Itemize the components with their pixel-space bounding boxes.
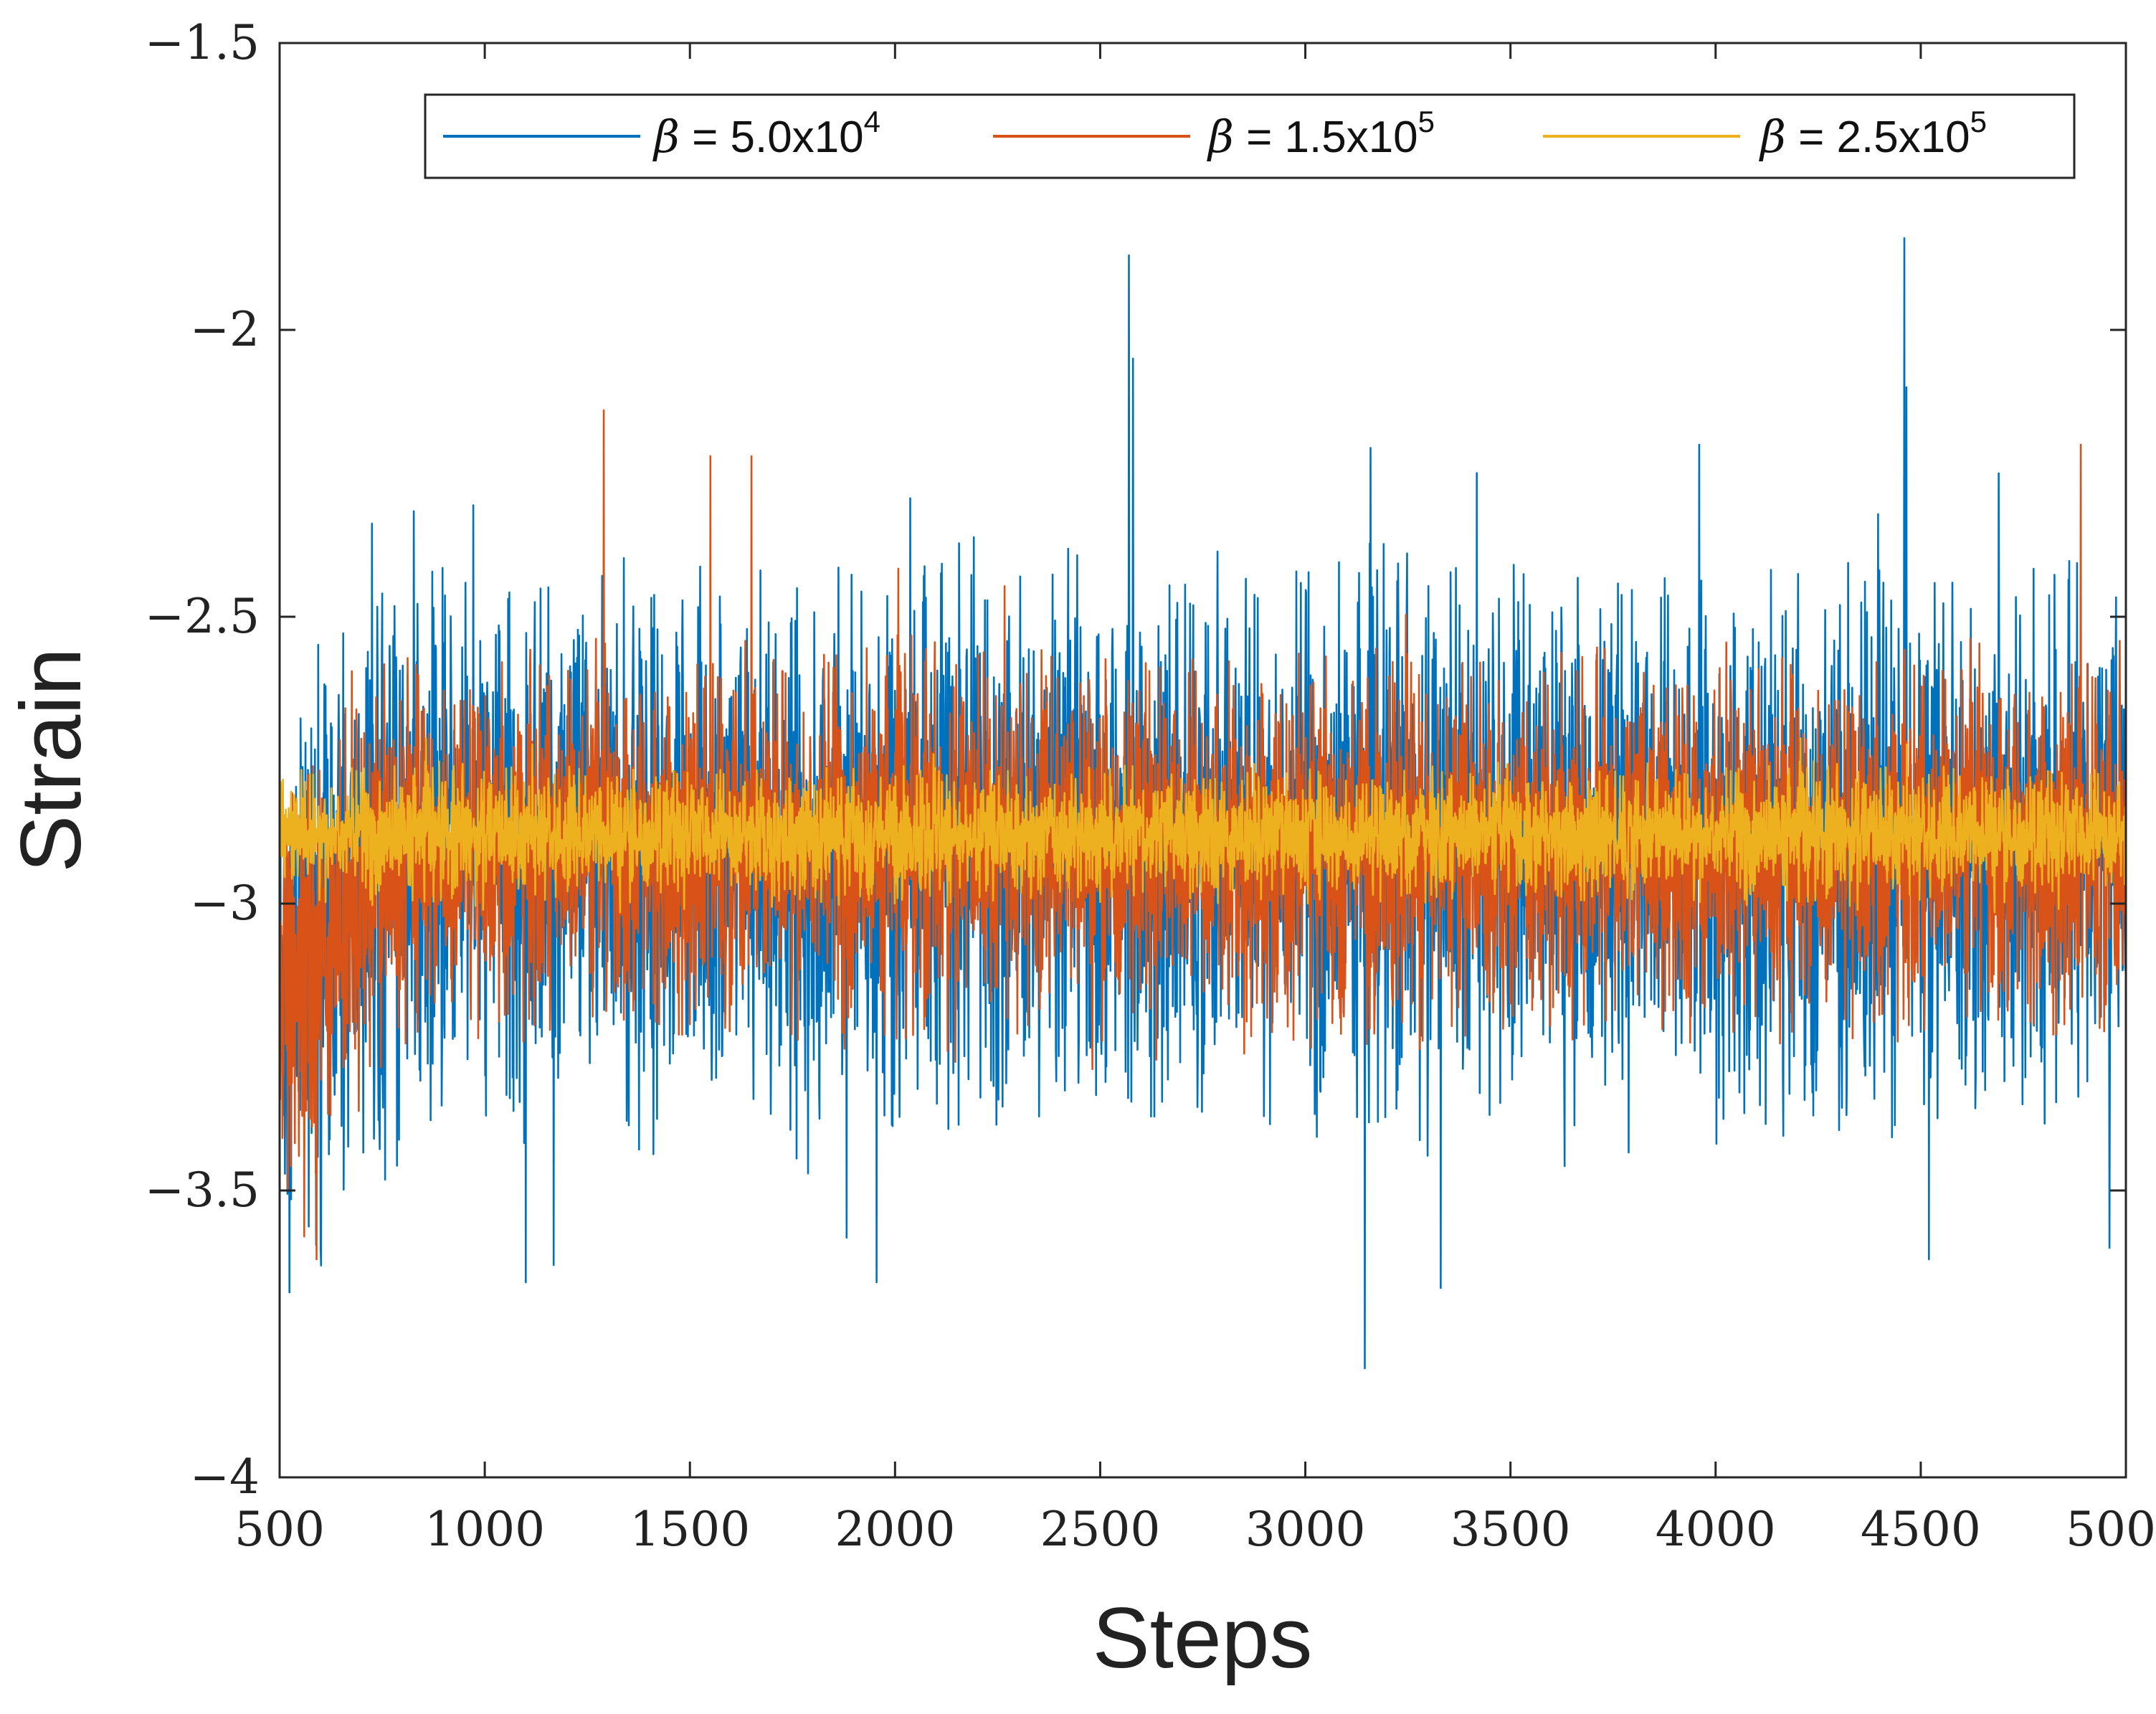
y-tick-label: −3 (190, 876, 260, 931)
ticks-layer: 500 1000 1500 2000 2500 3000 3500 4000 4500 5000 −… (145, 15, 2156, 1557)
legend-label-series-0: β = 5.0x104 (652, 105, 880, 163)
x-axis-title: Steps (1093, 1590, 1313, 1686)
series-line-2 (278, 737, 2127, 914)
x-tick-label: 3500 (1450, 1502, 1571, 1557)
x-tick-label: 4500 (1861, 1502, 1981, 1557)
legend-box (424, 93, 2076, 179)
plot-area-border (278, 42, 2127, 1479)
y-tick-label: −2 (190, 302, 260, 357)
y-tick-label: −4 (190, 1449, 260, 1505)
x-tick-label: 2500 (1040, 1502, 1160, 1557)
x-tick-label: 1000 (424, 1502, 545, 1557)
y-axis-title: Strain (3, 648, 99, 872)
y-tick-label: −1.5 (145, 15, 260, 70)
series-layer (278, 237, 2127, 1370)
y-tick-label: −2.5 (145, 589, 260, 644)
x-tick-label: 3000 (1245, 1502, 1366, 1557)
legend: β = 5.0x104 β = 1.5x105 β = 2.5x105 (424, 93, 2076, 179)
x-tick-label: 2000 (835, 1502, 955, 1557)
x-tick-label: 1500 (630, 1502, 750, 1557)
y-tick-label: −3.5 (145, 1163, 260, 1218)
x-tick-label: 500 (234, 1502, 325, 1557)
x-tick-label: 5000 (2066, 1502, 2156, 1557)
legend-label-series-2: β = 2.5x105 (1759, 105, 1987, 163)
x-tick-label: 4000 (1656, 1502, 1776, 1557)
legend-label-series-1: β = 1.5x105 (1207, 105, 1435, 163)
